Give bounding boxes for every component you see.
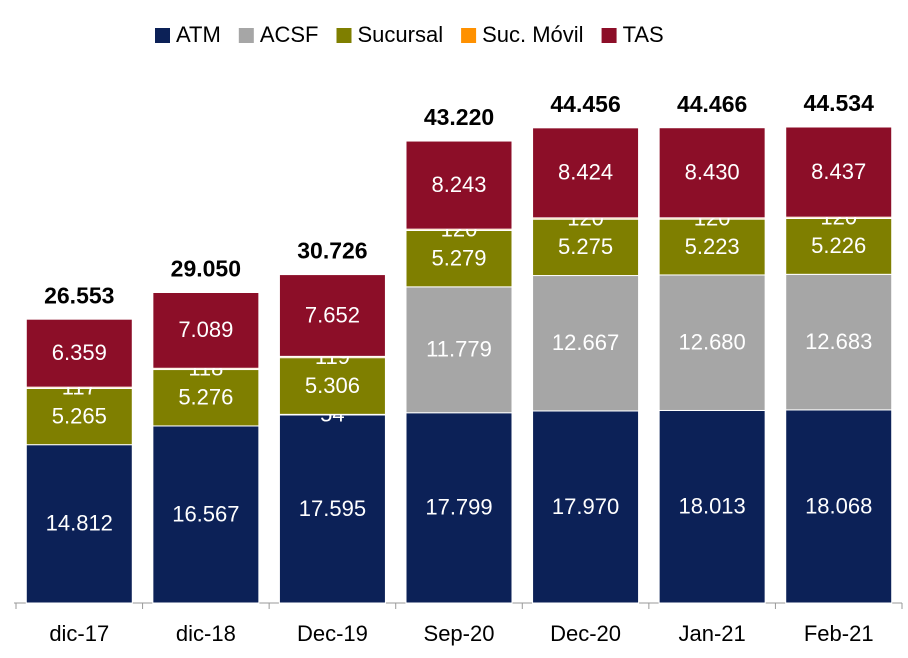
bar-segment — [278, 357, 386, 415]
value-label: 5.223 — [685, 234, 740, 259]
bar-segment — [25, 318, 133, 388]
x-tick-label: Jan-21 — [679, 621, 746, 646]
total-label: 44.534 — [804, 90, 875, 116]
bar-segment — [405, 412, 513, 604]
x-tick-label: Dec-19 — [297, 621, 368, 646]
legend-swatch — [601, 28, 617, 43]
bar-segment — [532, 275, 640, 412]
value-label: 12.680 — [678, 330, 745, 355]
bar-segment — [532, 218, 640, 277]
bar-segment — [658, 127, 766, 219]
value-label: 8.430 — [685, 160, 740, 185]
value-label: 12.683 — [805, 329, 872, 354]
bar-segment — [405, 140, 513, 230]
value-label: 5.279 — [431, 245, 486, 270]
bar-segment — [658, 409, 766, 604]
bar-segment — [25, 444, 133, 604]
bar-segment — [532, 127, 640, 219]
value-label: 17.970 — [552, 494, 619, 519]
value-label: 11.779 — [426, 337, 492, 362]
total-label: 29.050 — [171, 256, 241, 282]
bar-segment — [785, 409, 893, 604]
x-tick-label: Feb-21 — [804, 621, 874, 646]
bar-segment — [405, 229, 513, 288]
bar-segment — [405, 286, 513, 414]
legend-swatch — [155, 28, 170, 43]
total-label: 26.553 — [44, 282, 114, 308]
total-label: 44.466 — [677, 91, 747, 117]
bar-segment — [25, 387, 133, 446]
x-tick-label: dic-17 — [49, 621, 109, 646]
legend-swatch — [461, 28, 477, 43]
value-label: 14.812 — [46, 511, 113, 536]
value-label: 7.652 — [305, 302, 360, 327]
value-label: 8.437 — [811, 159, 866, 184]
bar-segment — [152, 369, 260, 427]
legend-swatch — [238, 28, 254, 43]
value-label: 12.667 — [552, 330, 619, 355]
value-label: 8.424 — [558, 160, 613, 185]
value-label: 16.567 — [172, 501, 239, 526]
value-label: 6.359 — [52, 340, 107, 365]
value-label: 5.306 — [305, 373, 360, 398]
x-tick-label: Dec-20 — [550, 621, 621, 646]
value-label: 17.799 — [425, 495, 492, 520]
value-label: 5.275 — [558, 234, 613, 259]
value-label: 18.068 — [805, 493, 872, 518]
value-label: 5.276 — [178, 385, 233, 410]
bar-segment — [152, 292, 260, 369]
legend-label: Sucursal — [358, 22, 444, 47]
bar-segment — [658, 274, 766, 411]
total-label: 30.726 — [297, 238, 367, 264]
bar-segment — [278, 414, 386, 604]
bar-segment — [785, 126, 893, 218]
value-label: 5.265 — [52, 403, 107, 428]
value-label: 7.089 — [178, 317, 233, 342]
value-label: 8.243 — [431, 172, 486, 197]
legend-label: ATM — [176, 22, 221, 47]
bar-segment — [278, 274, 386, 357]
x-tick-label: Sep-20 — [424, 621, 495, 646]
bar-segment — [532, 410, 640, 604]
legend-swatch — [336, 28, 352, 43]
legend-label: Suc. Móvil — [482, 22, 583, 47]
value-label: 18.013 — [678, 494, 745, 519]
total-label: 44.456 — [550, 91, 620, 117]
legend-label: TAS — [623, 22, 664, 47]
value-label: 17.595 — [299, 496, 366, 521]
total-label: 43.220 — [424, 104, 494, 130]
value-label: 5.226 — [811, 233, 866, 258]
bar-segment — [785, 217, 893, 275]
x-tick-label: dic-18 — [176, 621, 236, 646]
legend-label: ACSF — [260, 22, 319, 47]
